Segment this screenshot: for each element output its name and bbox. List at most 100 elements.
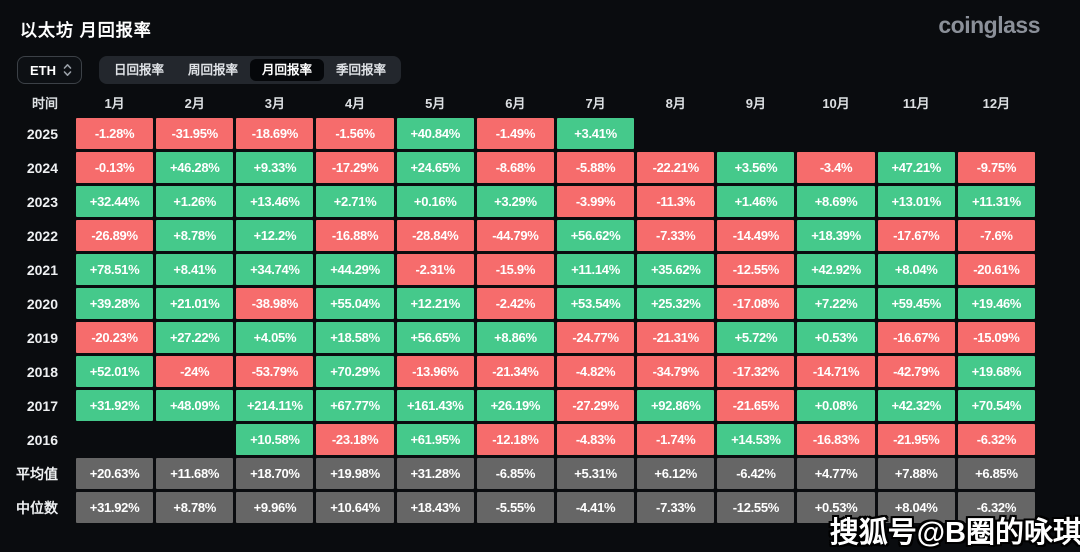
return-cell: +8.04%	[877, 492, 955, 523]
return-cell: +5.31%	[556, 458, 635, 489]
return-cell: -5.55%	[476, 492, 554, 523]
return-cell: +0.16%	[396, 186, 474, 217]
return-cell: +5.72%	[717, 322, 795, 353]
return-cell: +14.53%	[717, 424, 795, 455]
return-cell: +31.28%	[396, 458, 474, 489]
return-cell: +8.78%	[156, 220, 234, 251]
return-cell: +0.53%	[797, 322, 875, 353]
return-cell: -17.67%	[877, 220, 955, 251]
return-cell: -7.33%	[637, 220, 715, 251]
return-cell: -6.32%	[957, 424, 1035, 455]
return-cell: +1.26%	[156, 186, 234, 217]
return-cell: +161.43%	[396, 390, 474, 421]
column-header-month-9: 9月	[745, 96, 767, 111]
return-cell: +3.56%	[717, 152, 795, 183]
return-cell: +61.95%	[396, 424, 474, 455]
return-cell: -2.42%	[476, 288, 554, 319]
return-cell: -3.4%	[797, 152, 875, 183]
return-cell: -14.71%	[797, 356, 875, 387]
row-label-2021: 2021	[26, 261, 58, 278]
return-cell: +6.85%	[957, 458, 1035, 489]
return-cell: -20.61%	[957, 254, 1035, 285]
return-cell: +21.01%	[156, 288, 234, 319]
return-cell: +55.04%	[316, 288, 394, 319]
coinglass-logo: coinglass	[938, 12, 1040, 38]
tab-周回报率[interactable]: 周回报率	[188, 63, 239, 77]
return-cell: -26.89%	[76, 220, 154, 251]
return-cell: +12.21%	[396, 288, 474, 319]
return-cell: -18.69%	[236, 118, 314, 149]
return-cell: -13.96%	[396, 356, 474, 387]
row-label-2019: 2019	[26, 329, 58, 346]
return-cell: +9.33%	[236, 152, 314, 183]
column-header-month-8: 8月	[665, 96, 686, 111]
return-cell: -24.77%	[556, 322, 635, 353]
return-cell: -21.95%	[877, 424, 955, 455]
return-cell: -12.18%	[476, 424, 554, 455]
return-cell: -15.09%	[957, 322, 1035, 353]
empty-cell	[958, 118, 1035, 149]
return-cell: +3.41%	[556, 118, 635, 149]
row-label-平均值: 平均值	[16, 465, 58, 482]
return-cell: +11.31%	[957, 186, 1035, 217]
return-cell: +24.65%	[396, 152, 474, 183]
return-cell: -22.21%	[637, 152, 715, 183]
column-header-month-6: 6月	[505, 96, 526, 111]
return-cell: -21.31%	[637, 322, 715, 353]
return-cell: +67.77%	[316, 390, 394, 421]
return-cell: -12.55%	[717, 492, 795, 523]
return-cell: +9.96%	[236, 492, 314, 523]
return-cell: +70.29%	[316, 356, 394, 387]
tab-季回报率[interactable]: 季回报率	[336, 63, 387, 77]
return-cell: +35.62%	[637, 254, 715, 285]
return-cell: +92.86%	[637, 390, 715, 421]
page-title: 以太坊 月回报率	[20, 21, 152, 40]
column-header-month-1: 1月	[104, 96, 125, 111]
return-cell: -23.18%	[316, 424, 394, 455]
return-cell: -4.41%	[556, 492, 635, 523]
return-cell: -1.28%	[76, 118, 154, 149]
return-cell: -6.42%	[717, 458, 795, 489]
return-cell: +52.01%	[76, 356, 154, 387]
return-cell: +19.98%	[316, 458, 394, 489]
return-cell: -21.65%	[717, 390, 795, 421]
column-header-month-10: 10月	[822, 96, 850, 111]
column-header-month-2: 2月	[184, 96, 205, 111]
return-cell: +12.2%	[236, 220, 314, 251]
return-cell: -53.79%	[236, 356, 314, 387]
return-cell: +13.46%	[236, 186, 314, 217]
symbol-select[interactable]: ETH	[17, 56, 82, 84]
symbol-select-value: ETH	[30, 62, 56, 78]
return-cell: -9.75%	[957, 152, 1035, 183]
return-cell: -28.84%	[396, 220, 474, 251]
return-cell: +18.70%	[236, 458, 314, 489]
return-cell: -8.68%	[476, 152, 554, 183]
updown-chevron-icon	[63, 64, 72, 76]
return-cell: +47.21%	[877, 152, 955, 183]
return-cell: +39.28%	[76, 288, 154, 319]
return-cell: +10.58%	[236, 424, 314, 455]
return-cell: +56.62%	[556, 220, 635, 251]
return-cell: +18.43%	[396, 492, 474, 523]
tab-月回报率[interactable]: 月回报率	[250, 59, 325, 81]
return-cell: -5.88%	[556, 152, 635, 183]
return-cell: -11.3%	[637, 186, 715, 217]
return-cell: +19.68%	[957, 356, 1035, 387]
return-cell: -1.49%	[476, 118, 554, 149]
return-cell: +59.45%	[877, 288, 955, 319]
return-cell: +11.14%	[556, 254, 635, 285]
empty-cell	[878, 118, 955, 149]
row-label-2016: 2016	[26, 431, 58, 448]
return-cell: +20.63%	[76, 458, 154, 489]
empty-cell	[717, 118, 794, 149]
return-cell: -42.79%	[877, 356, 955, 387]
return-cell: -38.98%	[236, 288, 314, 319]
return-cell: +7.88%	[877, 458, 955, 489]
empty-cell	[76, 424, 153, 455]
tab-日回报率[interactable]: 日回报率	[114, 63, 165, 77]
row-label-2018: 2018	[26, 363, 58, 380]
row-label-2022: 2022	[26, 227, 58, 244]
column-header-month-12: 12月	[982, 96, 1011, 111]
return-cell: -4.82%	[556, 356, 635, 387]
return-cell: -21.34%	[476, 356, 554, 387]
